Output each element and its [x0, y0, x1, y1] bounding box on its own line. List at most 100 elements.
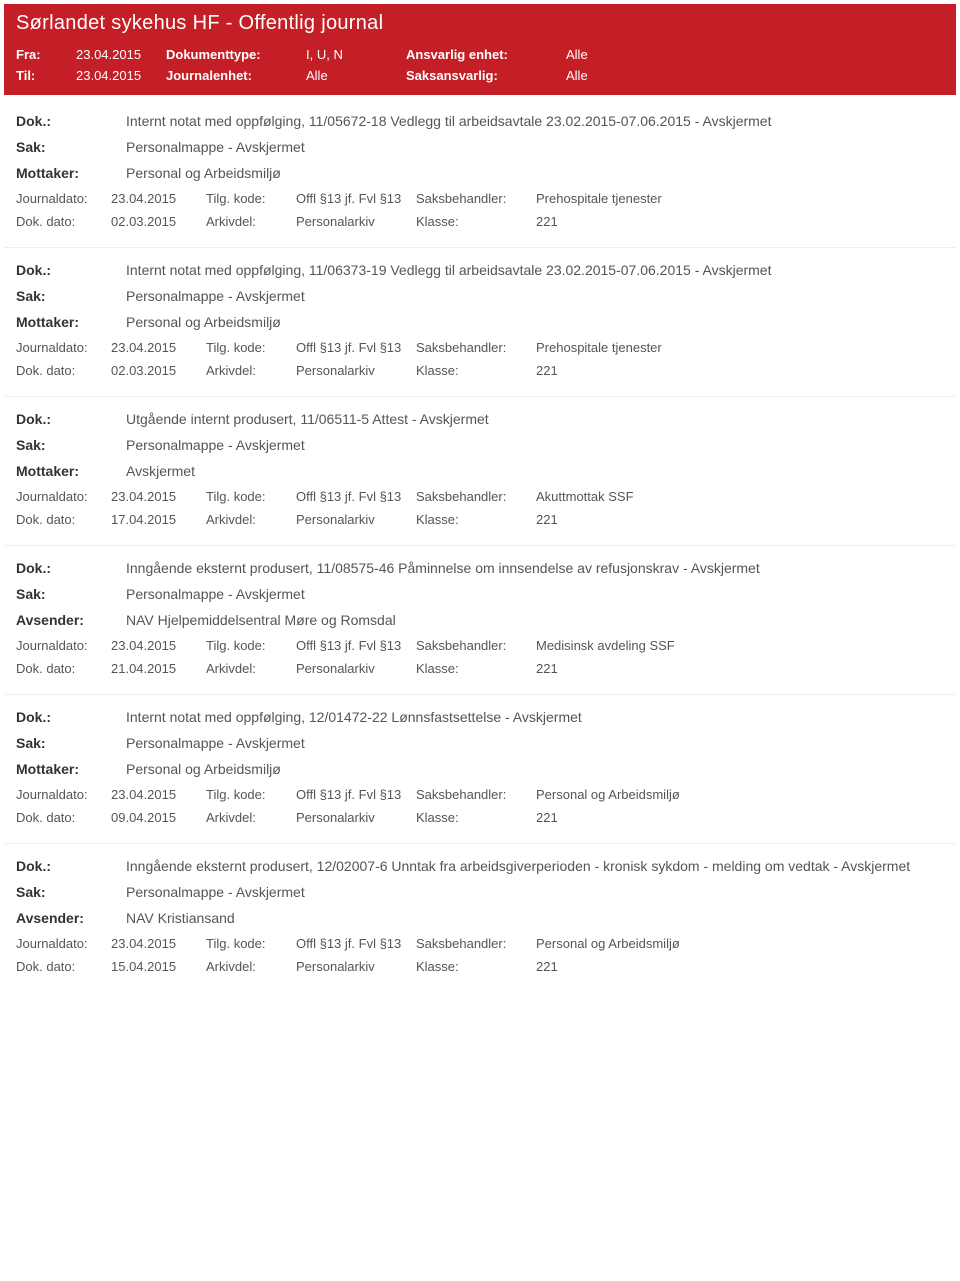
dokdato-label: Dok. dato:: [16, 214, 111, 229]
meta-row-1: Journaldato: 23.04.2015 Tilg. kode: Offl…: [16, 191, 944, 206]
dokdato-label: Dok. dato:: [16, 810, 111, 825]
dok-label: Dok.:: [16, 858, 126, 874]
journaldato-value: 23.04.2015: [111, 489, 206, 504]
meta-row-1: Journaldato: 23.04.2015 Tilg. kode: Offl…: [16, 340, 944, 355]
dokdato-label: Dok. dato:: [16, 512, 111, 527]
klasse-label: Klasse:: [416, 363, 536, 378]
klasse-value: 221: [536, 810, 944, 825]
tilgkode-value: Offl §13 jf. Fvl §13: [296, 191, 416, 206]
dok-value: Internt notat med oppfølging, 11/06373-1…: [126, 262, 944, 278]
klasse-label: Klasse:: [416, 214, 536, 229]
dokdato-label: Dok. dato:: [16, 661, 111, 676]
dokdato-value: 09.04.2015: [111, 810, 206, 825]
dok-row: Dok.: Utgående internt produsert, 11/065…: [16, 411, 944, 427]
meta-row-2: Dok. dato: 09.04.2015 Arkivdel: Personal…: [16, 810, 944, 825]
sak-value: Personalmappe - Avskjermet: [126, 437, 944, 453]
meta-row-2: Dok. dato: 02.03.2015 Arkivdel: Personal…: [16, 214, 944, 229]
dokdato-label: Dok. dato:: [16, 959, 111, 974]
tilgkode-label: Tilg. kode:: [206, 340, 296, 355]
klasse-label: Klasse:: [416, 661, 536, 676]
page-title: Sørlandet sykehus HF - Offentlig journal: [16, 12, 944, 35]
dok-value: Utgående internt produsert, 11/06511-5 A…: [126, 411, 944, 427]
dokdato-value: 02.03.2015: [111, 214, 206, 229]
dok-row: Dok.: Internt notat med oppfølging, 11/0…: [16, 262, 944, 278]
sak-label: Sak:: [16, 288, 126, 304]
saksbehandler-value: Akuttmottak SSF: [536, 489, 944, 504]
header-meta-grid: Fra: 23.04.2015 Dokumenttype: I, U, N An…: [16, 47, 944, 83]
ansvarlig-label: Ansvarlig enhet:: [406, 47, 566, 62]
sak-value: Personalmappe - Avskjermet: [126, 139, 944, 155]
party-row: Avsender: NAV Kristiansand: [16, 910, 944, 926]
party-row: Mottaker: Avskjermet: [16, 463, 944, 479]
tilgkode-label: Tilg. kode:: [206, 936, 296, 951]
sak-value: Personalmappe - Avskjermet: [126, 288, 944, 304]
party-value: NAV Hjelpemiddelsentral Møre og Romsdal: [126, 612, 944, 628]
tilgkode-label: Tilg. kode:: [206, 191, 296, 206]
dok-row: Dok.: Internt notat med oppfølging, 12/0…: [16, 709, 944, 725]
sak-label: Sak:: [16, 586, 126, 602]
tilgkode-value: Offl §13 jf. Fvl §13: [296, 340, 416, 355]
tilgkode-value: Offl §13 jf. Fvl §13: [296, 638, 416, 653]
tilgkode-value: Offl §13 jf. Fvl §13: [296, 489, 416, 504]
tilgkode-label: Tilg. kode:: [206, 489, 296, 504]
klasse-value: 221: [536, 512, 944, 527]
dokdato-label: Dok. dato:: [16, 363, 111, 378]
meta-row-1: Journaldato: 23.04.2015 Tilg. kode: Offl…: [16, 638, 944, 653]
dok-label: Dok.:: [16, 709, 126, 725]
party-label: Mottaker:: [16, 463, 126, 479]
sak-row: Sak: Personalmappe - Avskjermet: [16, 437, 944, 453]
sak-label: Sak:: [16, 884, 126, 900]
journaldato-label: Journaldato:: [16, 787, 111, 802]
meta-row-2: Dok. dato: 15.04.2015 Arkivdel: Personal…: [16, 959, 944, 974]
journaldato-value: 23.04.2015: [111, 787, 206, 802]
dok-label: Dok.:: [16, 411, 126, 427]
journaldato-label: Journaldato:: [16, 638, 111, 653]
arkivdel-value: Personalarkiv: [296, 512, 416, 527]
saksansvarlig-value: Alle: [566, 68, 666, 83]
journaldato-value: 23.04.2015: [111, 340, 206, 355]
klasse-value: 221: [536, 959, 944, 974]
klasse-value: 221: [536, 363, 944, 378]
saksbehandler-label: Saksbehandler:: [416, 936, 536, 951]
meta-row-2: Dok. dato: 17.04.2015 Arkivdel: Personal…: [16, 512, 944, 527]
party-label: Mottaker:: [16, 165, 126, 181]
journaldato-value: 23.04.2015: [111, 638, 206, 653]
saksbehandler-value: Prehospitale tjenester: [536, 191, 944, 206]
dokdato-value: 02.03.2015: [111, 363, 206, 378]
saksbehandler-value: Personal og Arbeidsmiljø: [536, 936, 944, 951]
journalenhet-label: Journalenhet:: [166, 68, 306, 83]
arkivdel-label: Arkivdel:: [206, 810, 296, 825]
party-label: Mottaker:: [16, 314, 126, 330]
party-label: Avsender:: [16, 612, 126, 628]
klasse-label: Klasse:: [416, 512, 536, 527]
journal-entry: Dok.: Internt notat med oppfølging, 12/0…: [4, 695, 956, 844]
meta-row-1: Journaldato: 23.04.2015 Tilg. kode: Offl…: [16, 787, 944, 802]
journaldato-label: Journaldato:: [16, 340, 111, 355]
journal-entry: Dok.: Inngående eksternt produsert, 12/0…: [4, 844, 956, 992]
journaldato-value: 23.04.2015: [111, 191, 206, 206]
ansvarlig-value: Alle: [566, 47, 666, 62]
saksbehandler-label: Saksbehandler:: [416, 787, 536, 802]
dok-value: Internt notat med oppfølging, 12/01472-2…: [126, 709, 944, 725]
arkivdel-value: Personalarkiv: [296, 661, 416, 676]
saksbehandler-label: Saksbehandler:: [416, 191, 536, 206]
meta-row-1: Journaldato: 23.04.2015 Tilg. kode: Offl…: [16, 936, 944, 951]
sak-value: Personalmappe - Avskjermet: [126, 884, 944, 900]
party-value: Personal og Arbeidsmiljø: [126, 165, 944, 181]
tilgkode-label: Tilg. kode:: [206, 638, 296, 653]
arkivdel-label: Arkivdel:: [206, 661, 296, 676]
saksbehandler-label: Saksbehandler:: [416, 638, 536, 653]
saksbehandler-label: Saksbehandler:: [416, 340, 536, 355]
dok-value: Internt notat med oppfølging, 11/05672-1…: [126, 113, 944, 129]
saksbehandler-value: Medisinsk avdeling SSF: [536, 638, 944, 653]
dok-label: Dok.:: [16, 113, 126, 129]
sak-value: Personalmappe - Avskjermet: [126, 586, 944, 602]
dokdato-value: 15.04.2015: [111, 959, 206, 974]
arkivdel-label: Arkivdel:: [206, 214, 296, 229]
dokdato-value: 17.04.2015: [111, 512, 206, 527]
party-row: Mottaker: Personal og Arbeidsmiljø: [16, 314, 944, 330]
journal-entry: Dok.: Utgående internt produsert, 11/065…: [4, 397, 956, 546]
dok-value: Inngående eksternt produsert, 11/08575-4…: [126, 560, 944, 576]
fra-value: 23.04.2015: [76, 47, 166, 62]
saksbehandler-label: Saksbehandler:: [416, 489, 536, 504]
